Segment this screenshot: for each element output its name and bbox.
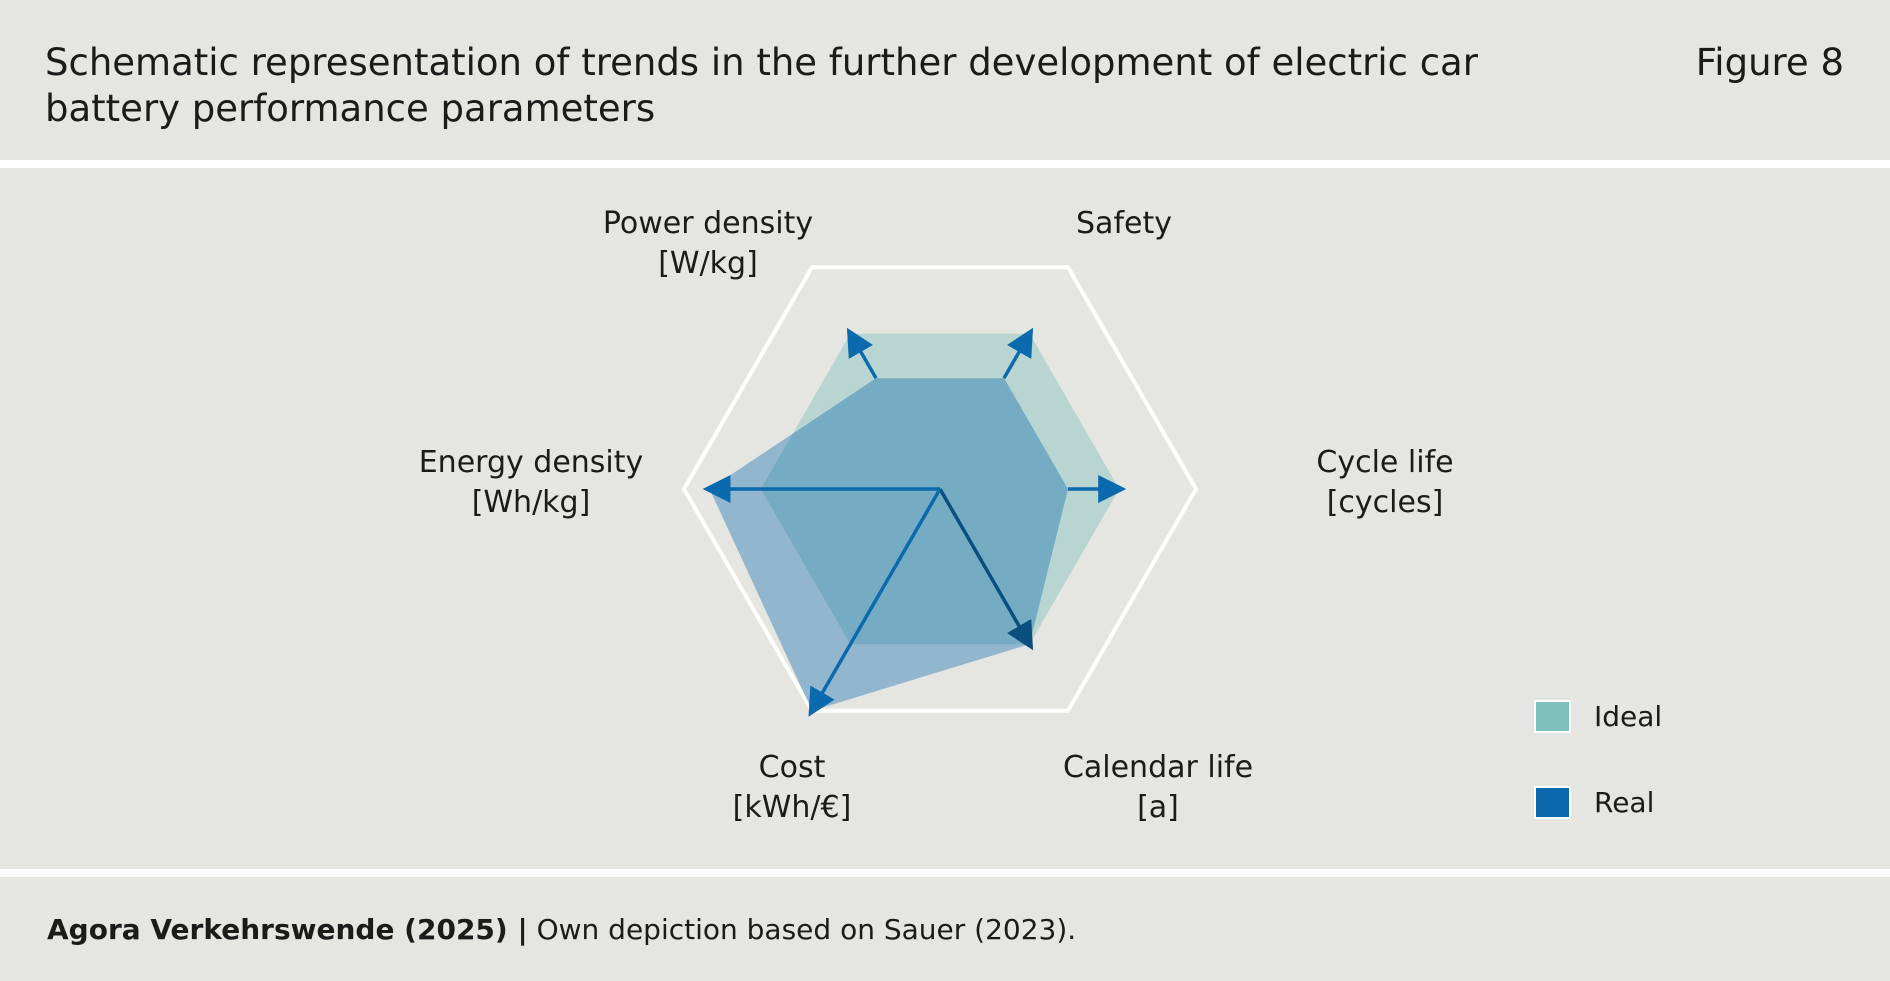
source-text: Own depiction based on Sauer (2023). bbox=[527, 913, 1077, 946]
axis-label-energy-line: [Wh/kg] bbox=[472, 485, 591, 520]
axis-label-calendar: Calendar life [a] bbox=[1063, 750, 1253, 825]
legend-label-real: Real bbox=[1594, 786, 1654, 819]
axis-label-cycle: Cycle life [cycles] bbox=[1316, 445, 1453, 520]
axis-label-energy-line: Energy density bbox=[419, 445, 644, 480]
chart-title: Schematic representation of trends in th… bbox=[45, 41, 1478, 130]
axis-label-cycle-line: [cycles] bbox=[1327, 485, 1444, 520]
arrow-cost bbox=[808, 488, 942, 717]
source-author: Agora Verkehrswende (2025) | bbox=[47, 913, 528, 946]
axis-label-cycle-line: Cycle life bbox=[1316, 445, 1453, 480]
axis-label-safety-line: Safety bbox=[1076, 206, 1172, 241]
radar-series bbox=[709, 333, 1120, 711]
arrow-power bbox=[846, 327, 878, 380]
axis-label-calendar-line: [a] bbox=[1137, 790, 1179, 825]
axis-label-power: Power density [W/kg] bbox=[603, 206, 813, 281]
source-note: Agora Verkehrswende (2025) | Own depicti… bbox=[47, 910, 1076, 950]
axis-label-cost: Cost [kWh/€] bbox=[733, 750, 852, 825]
development-arrows bbox=[702, 327, 1127, 717]
axis-label-cost-line: [kWh/€] bbox=[733, 790, 852, 825]
axis-label-calendar-line: Calendar life bbox=[1063, 750, 1253, 785]
axis-label-energy: Energy density [Wh/kg] bbox=[419, 445, 644, 520]
figure-label: Figure 8 bbox=[1695, 41, 1844, 84]
bottom-divider bbox=[0, 869, 1890, 877]
legend: Ideal Real bbox=[1534, 700, 1662, 819]
header: Schematic representation of trends in th… bbox=[0, 0, 1890, 160]
legend-swatch-real bbox=[1534, 786, 1571, 819]
axis-label-cost-line: Cost bbox=[759, 750, 826, 785]
outer-hexagon bbox=[681, 265, 1199, 713]
top-divider bbox=[0, 160, 1890, 168]
arrow-calendar bbox=[938, 488, 1034, 651]
arrow-safety bbox=[1002, 327, 1034, 380]
series-real-area bbox=[709, 378, 1068, 711]
axis-label-safety: Safety bbox=[1076, 206, 1172, 241]
axis-label-power-line: Power density bbox=[603, 206, 813, 241]
legend-swatch-ideal bbox=[1534, 700, 1571, 733]
axis-labels: Power density [W/kg] Safety Cycle life [cycl… bbox=[419, 206, 1454, 825]
legend-label-ideal: Ideal bbox=[1594, 700, 1662, 733]
axis-label-power-line: [W/kg] bbox=[658, 246, 758, 281]
radar-grid bbox=[681, 265, 1199, 713]
